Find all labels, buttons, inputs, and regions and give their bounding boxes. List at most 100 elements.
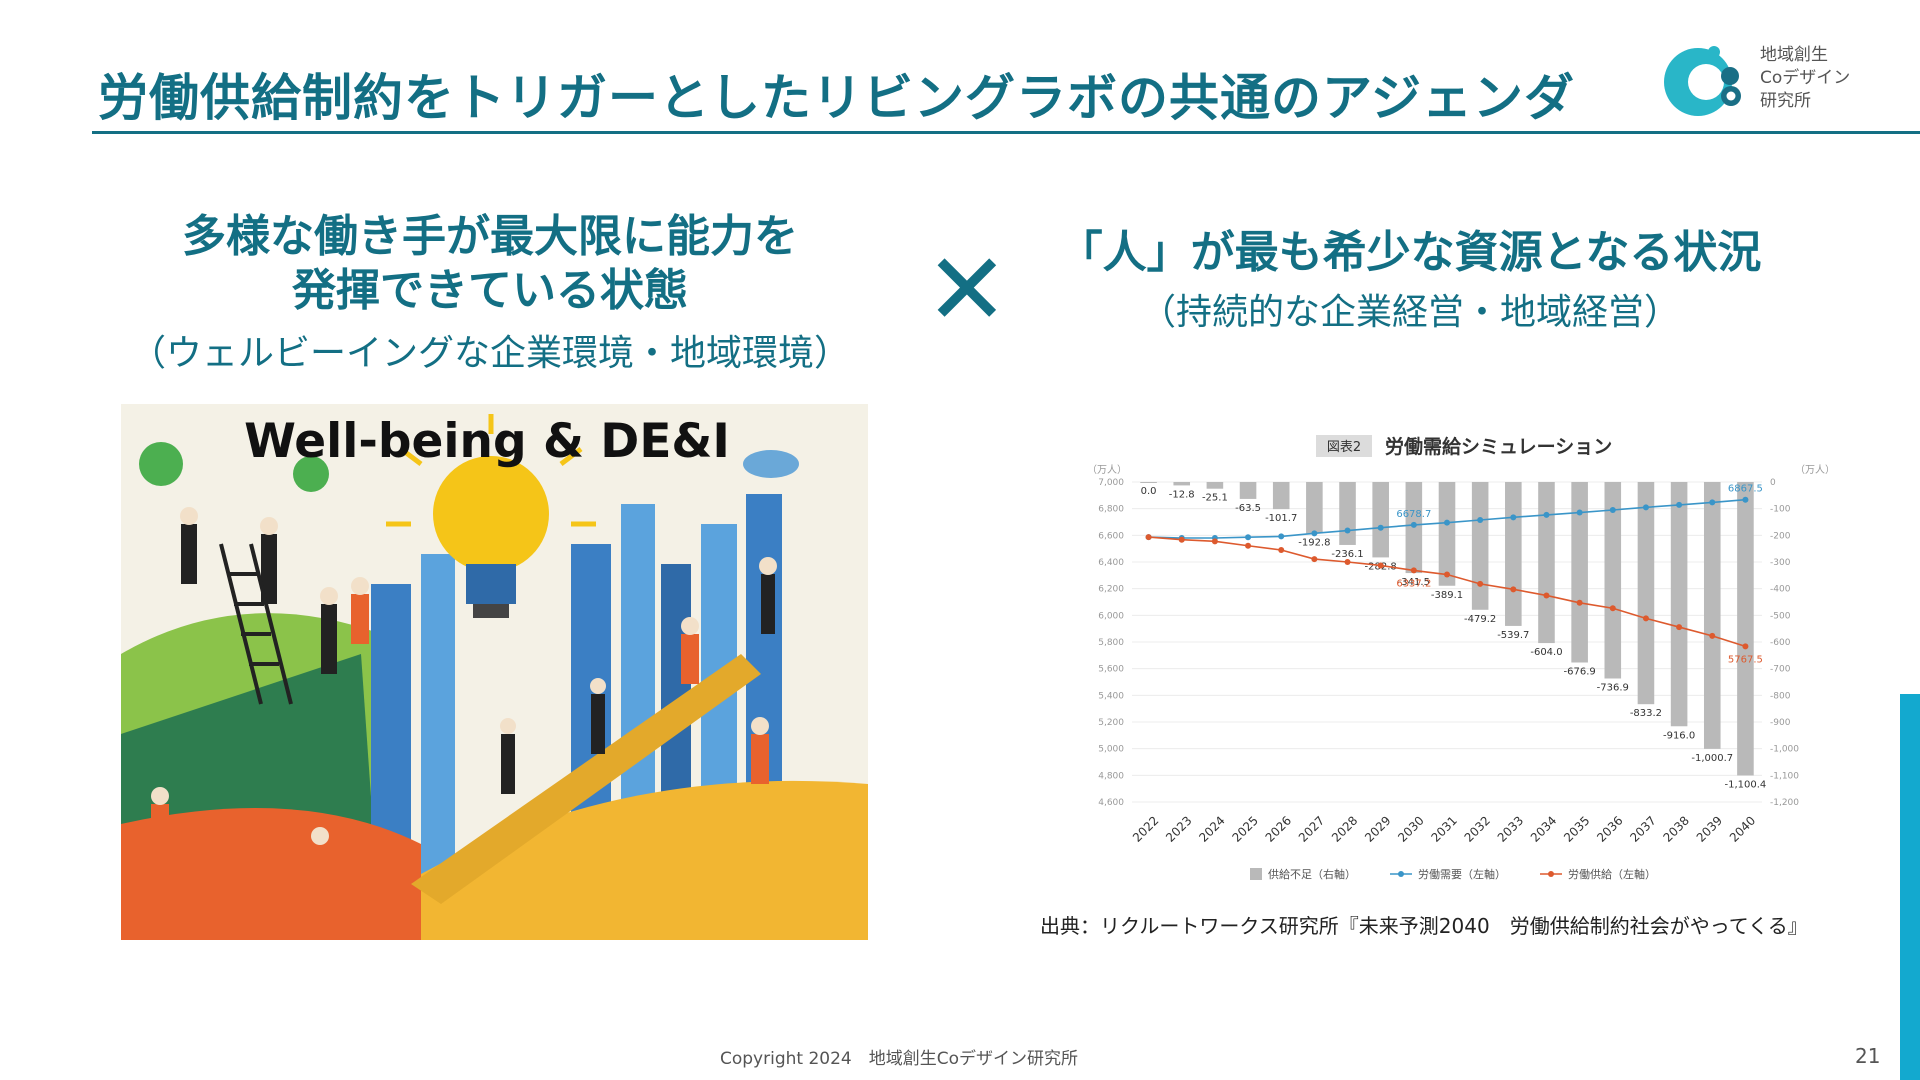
demand-annotation: 6867.5 — [1728, 484, 1763, 495]
logo — [1656, 38, 1856, 128]
supply-point — [1211, 538, 1218, 545]
chart-right-unit: （万人） — [1795, 464, 1835, 476]
shortage-bar — [1737, 482, 1754, 776]
left-tick-label: 6,600 — [1098, 531, 1124, 541]
demand-point — [1245, 534, 1252, 541]
demand-point — [1709, 499, 1716, 506]
right-tick-label: -100 — [1770, 505, 1791, 515]
chart-title: 労働需給シミュレーション — [1385, 435, 1612, 458]
right-tick-label: -1,200 — [1770, 798, 1799, 808]
right-heading: 「人」が最も希少な資源となる状況 — [1058, 227, 1762, 278]
shortage-bar-label: -676.9 — [1564, 667, 1596, 678]
shortage-bar-label: -736.9 — [1597, 683, 1629, 694]
shortage-bar — [1571, 482, 1588, 663]
shortage-bar-label: -12.8 — [1169, 489, 1195, 500]
x-tick-label: 2022 — [1130, 813, 1161, 844]
right-tick-label: -200 — [1770, 531, 1791, 541]
left-tick-label: 6,000 — [1098, 611, 1124, 621]
legend-shortage-swatch — [1250, 868, 1262, 880]
chart-figure-label-box — [1316, 435, 1372, 457]
right-tick-label: -800 — [1770, 691, 1791, 701]
x-tick-label: 2036 — [1594, 813, 1625, 844]
shortage-bar-label: -25.1 — [1202, 493, 1228, 504]
supply-annotation: 5767.5 — [1728, 654, 1763, 665]
labor-simulation-chart: 図表2 労働需給シミュレーション （万人） （万人） 0.0 -12.8 -25.1… — [1070, 420, 1850, 920]
left-tick-label: 5,400 — [1098, 691, 1124, 701]
x-tick-label: 2039 — [1694, 813, 1725, 844]
left-tick-label: 4,800 — [1098, 771, 1124, 781]
left-tick-label: 5,800 — [1098, 638, 1124, 648]
shortage-bar — [1670, 482, 1688, 727]
logo-text: 地域創生 Coデザイン 研究所 — [1760, 44, 1850, 113]
shortage-bar — [1140, 482, 1157, 483]
page-number: 21 — [1855, 1044, 1881, 1068]
left-heading-line-2: 発揮できている状態 — [292, 265, 688, 316]
x-tick-label: 2026 — [1263, 813, 1294, 844]
left-heading: 多様な働き手が最大限に能力を 発揮できている状態 — [120, 210, 860, 318]
supply-point — [1576, 599, 1583, 606]
supply-point — [1742, 643, 1749, 650]
demand-annotation: 6678.7 — [1396, 509, 1431, 520]
right-tick-label: -700 — [1770, 665, 1791, 675]
left-tick-label: 6,200 — [1098, 585, 1124, 595]
x-tick-label: 2025 — [1229, 813, 1260, 844]
shortage-bar — [1339, 482, 1356, 545]
logo-mark-icon — [1664, 46, 1741, 116]
x-tick-label: 2029 — [1362, 813, 1393, 844]
x-tick-label: 2024 — [1196, 813, 1227, 844]
shortage-bar-label: -539.7 — [1497, 630, 1529, 641]
x-tick-label: 2035 — [1561, 813, 1592, 844]
demand-point — [1444, 519, 1450, 526]
shortage-bar-label: -604.0 — [1530, 647, 1562, 658]
demand-point — [1278, 533, 1285, 540]
demand-point — [1742, 496, 1749, 503]
supply-point — [1178, 536, 1185, 543]
supply-point — [1676, 624, 1683, 631]
left-tick-label: 6,800 — [1098, 505, 1124, 515]
x-tick-label: 2031 — [1428, 813, 1459, 844]
supply-point — [1543, 592, 1550, 599]
illustration-graphic — [121, 404, 868, 940]
chart-svg: 図表2 労働需給シミュレーション （万人） （万人） 0.0 -12.8 -25.1… — [1087, 435, 1835, 881]
right-tick-label: 0 — [1770, 478, 1776, 488]
demand-point — [1344, 527, 1351, 534]
shortage-bar — [1604, 482, 1622, 679]
x-tick-label: 2028 — [1329, 813, 1360, 844]
demand-point — [1510, 514, 1517, 521]
shortage-bar-label: -1,100.4 — [1725, 779, 1767, 790]
supply-point — [1344, 559, 1351, 565]
supply-point — [1642, 615, 1649, 622]
supply-point — [1145, 534, 1152, 541]
left-tick-label: 6,400 — [1098, 558, 1124, 568]
x-tick-label: 2034 — [1528, 813, 1559, 844]
shortage-bar — [1438, 482, 1456, 586]
shortage-bar-label: -1,000.7 — [1691, 753, 1733, 764]
left-tick-label: 7,000 — [1098, 478, 1124, 488]
right-tick-label: -1,100 — [1770, 771, 1799, 781]
supply-point — [1311, 556, 1318, 563]
shortage-bar — [1637, 482, 1655, 705]
x-tick-label: 2032 — [1462, 813, 1493, 844]
supply-annotation: 6337.2 — [1396, 578, 1431, 589]
supply-point — [1444, 571, 1450, 578]
shortage-bar — [1505, 482, 1522, 626]
supply-point — [1410, 567, 1417, 574]
left-subheading: （ウェルビーイングな企業環境・地域環境） — [129, 333, 850, 374]
x-tick-label: 2040 — [1727, 813, 1758, 844]
x-tick-label: 2038 — [1661, 813, 1692, 844]
shortage-bar — [1173, 482, 1191, 486]
supply-point — [1477, 580, 1484, 587]
cross-symbol: ✕ — [925, 231, 1009, 348]
shortage-bar-label: -236.1 — [1331, 549, 1363, 560]
x-tick-label: 2023 — [1163, 813, 1194, 844]
footer-copyright: Copyright 2024 地域創生Coデザイン研究所 — [720, 1049, 1079, 1069]
demand-point — [1377, 524, 1384, 531]
demand-point — [1477, 517, 1484, 523]
shortage-bar-label: -833.2 — [1630, 708, 1662, 719]
left-tick-label: 5,600 — [1098, 665, 1124, 675]
x-tick-label: 2033 — [1495, 813, 1526, 844]
supply-point — [1510, 586, 1517, 593]
legend-demand-label: 労働需要（左軸） — [1418, 867, 1506, 881]
shortage-bar-label: -63.5 — [1235, 503, 1261, 514]
right-tick-label: -300 — [1770, 558, 1791, 568]
